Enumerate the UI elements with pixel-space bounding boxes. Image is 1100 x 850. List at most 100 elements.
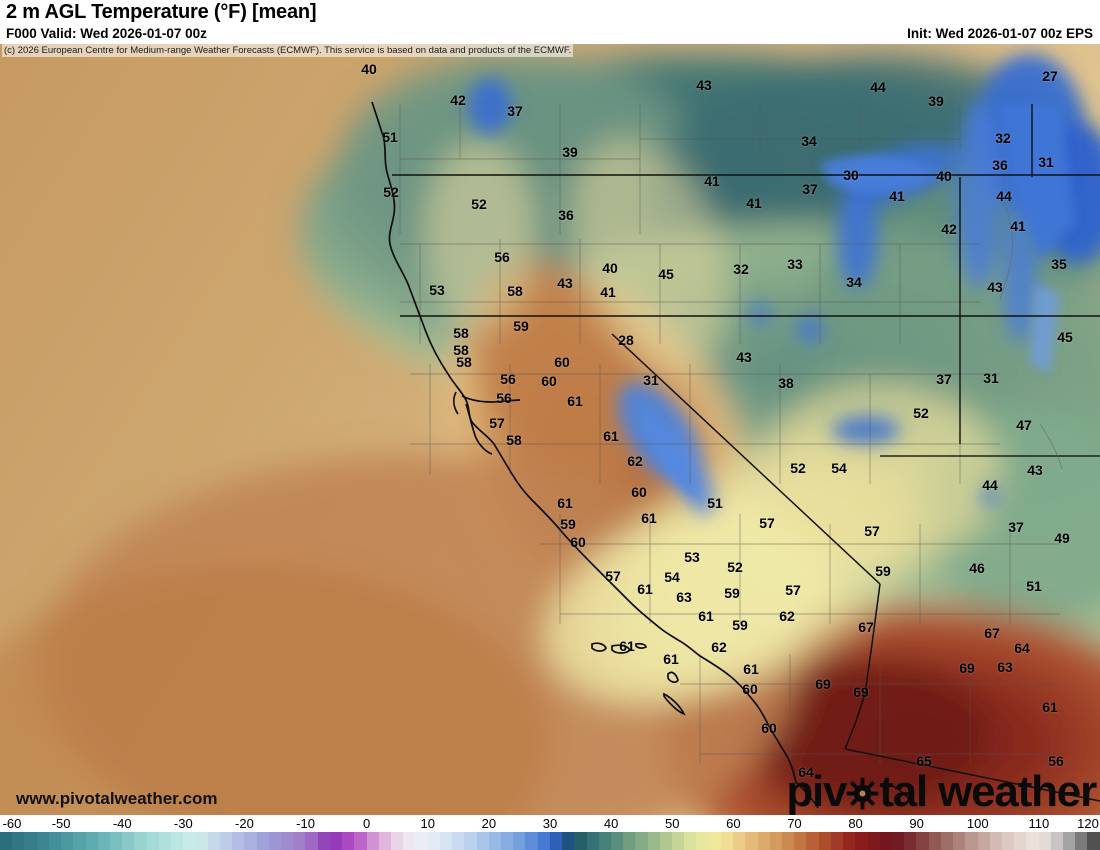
colorbar-tick-label: 90 — [909, 816, 924, 831]
colorbar-band — [403, 832, 416, 850]
colorbar-band — [122, 832, 135, 850]
colorbar-band — [171, 832, 184, 850]
valid-time-label: F000 Valid: Wed 2026-01-07 00z — [6, 26, 207, 41]
colorbar-band — [317, 832, 330, 850]
colorbar-band — [207, 832, 220, 850]
colorbar-band — [794, 832, 807, 850]
colorbar-band — [195, 832, 208, 850]
colorbar-band — [391, 832, 404, 850]
county-boundaries — [399, 104, 1060, 764]
state-boundaries — [392, 104, 1100, 802]
colorbar-tick-label: 100 — [966, 816, 989, 831]
colorbar-band — [452, 832, 465, 850]
colorbar-gradient-strip[interactable] — [0, 832, 1100, 850]
colorbar-band — [1087, 832, 1100, 850]
colorbar-band — [1026, 832, 1039, 850]
brand-text-pre: piv — [786, 767, 847, 815]
colorbar-band — [97, 832, 110, 850]
colorbar-tick-label: -30 — [173, 816, 193, 831]
colorbar-tick-label: 0 — [363, 816, 371, 831]
baja-coastline — [795, 781, 913, 809]
colorbar-band — [623, 832, 636, 850]
colorbar-band — [134, 832, 147, 850]
colorbar-band — [1038, 832, 1051, 850]
colorbar-band — [1075, 832, 1088, 850]
gear-icon — [846, 771, 879, 810]
colorbar-band — [830, 832, 844, 850]
colorbar-tick-label: -10 — [296, 816, 315, 831]
colorbar-band — [158, 832, 172, 850]
colorbar-band — [537, 832, 550, 850]
colorbar-band — [488, 832, 501, 850]
colorbar-band — [904, 832, 917, 850]
colorbar-band — [1014, 832, 1027, 850]
colorbar-tick-label: 110 — [1028, 816, 1050, 831]
colorbar-band — [354, 832, 367, 850]
colorbar-band — [635, 832, 648, 850]
map-canvas[interactable]: (c) 2026 European Centre for Medium-rang… — [0, 44, 1100, 815]
colorbar-tick-label: 10 — [420, 816, 435, 831]
colorbar-band — [464, 832, 477, 850]
colorbar-band — [525, 832, 538, 850]
colorbar-band — [879, 832, 892, 850]
colorbar-band — [146, 832, 159, 850]
colorbar-band — [916, 832, 929, 850]
colorbar-tick-label: 20 — [481, 816, 497, 831]
colorbar-band — [989, 832, 1002, 850]
temperature-field-svg — [0, 44, 1100, 815]
colorbar-band — [0, 832, 13, 850]
colorbar-band — [977, 832, 990, 850]
colorbar-tick-label: -60 — [2, 816, 22, 831]
colorbar-band — [965, 832, 978, 850]
colorbar-band — [61, 832, 74, 850]
colorbar-band — [610, 832, 624, 850]
colorbar-band — [659, 832, 673, 850]
colorbar-band — [818, 832, 831, 850]
colorbar-tick-label: 40 — [603, 816, 619, 831]
colorbar-band — [305, 832, 318, 850]
colorbar-band — [427, 832, 440, 850]
brand-text-post: tal weather — [879, 767, 1097, 815]
colorbar-band — [720, 832, 734, 850]
colorbar-band — [109, 832, 123, 850]
colorbar-band — [928, 832, 941, 850]
colorbar-band — [12, 832, 25, 850]
colorbar-tick-label: 60 — [726, 816, 741, 831]
page-title: 2 m AGL Temperature (°F) [mean] — [6, 1, 317, 23]
colorbar-band — [268, 832, 282, 850]
colorbar-band — [244, 832, 257, 850]
colorbar-band — [953, 832, 966, 850]
colorbar-band — [598, 832, 611, 850]
colorbar-band — [562, 832, 575, 850]
colorbar-band — [940, 832, 954, 850]
colorbar-band — [415, 832, 428, 850]
colorbar[interactable]: -60 -50 -40 -30 -20 -10 0 10 20 30 40 50 60 70 80 90 100… — [0, 815, 1100, 850]
colorbar-band — [342, 832, 355, 850]
colorbar-band — [281, 832, 294, 850]
colorbar-band — [745, 832, 758, 850]
colorbar-band — [733, 832, 746, 850]
colorbar-band — [769, 832, 782, 850]
colorbar-band — [513, 832, 526, 850]
colorbar-band — [684, 832, 697, 850]
init-time-label: Init: Wed 2026-01-07 00z EPS — [907, 26, 1093, 41]
ecmwf-copyright: (c) 2026 European Centre for Medium-rang… — [2, 44, 574, 57]
pivotal-weather-logo: piv — [786, 767, 1097, 815]
colorbar-band — [782, 832, 795, 850]
colorbar-band — [48, 832, 62, 850]
colorbar-tick-label: -20 — [235, 816, 254, 831]
colorbar-band — [586, 832, 599, 850]
colorbar-band — [329, 832, 343, 850]
colorbar-band — [574, 832, 587, 850]
colorbar-band — [36, 832, 49, 850]
colorbar-band — [366, 832, 379, 850]
colorbar-band — [696, 832, 709, 850]
colorbar-band — [219, 832, 233, 850]
colorbar-band — [293, 832, 306, 850]
colorbar-band — [232, 832, 245, 850]
colorbar-band — [843, 832, 856, 850]
coastline — [371, 101, 797, 783]
site-url-watermark: www.pivotalweather.com — [16, 789, 218, 808]
colorbar-tick-labels: -60 -50 -40 -30 -20 -10 0 10 20 30 40 50 60 70 80 90 100… — [0, 815, 1100, 832]
colorbar-band — [85, 832, 98, 850]
